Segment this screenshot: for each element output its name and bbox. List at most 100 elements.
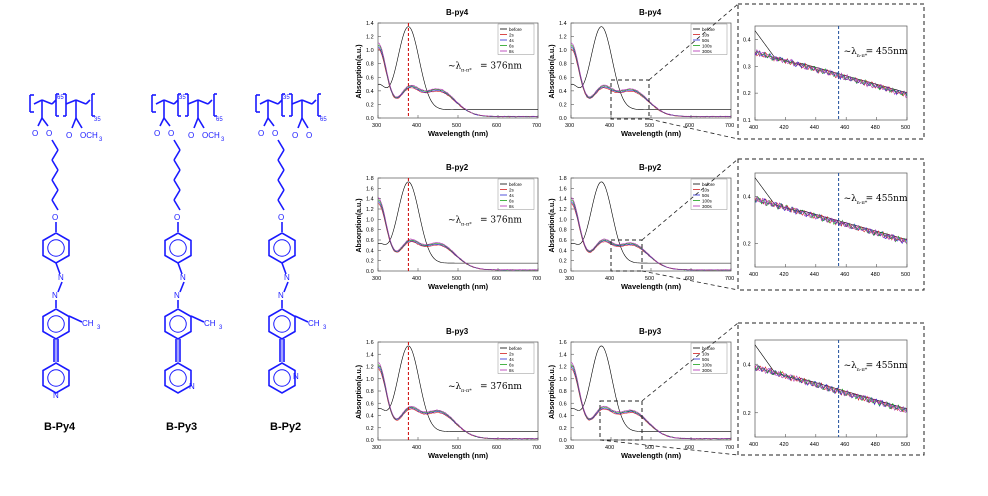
y-tick-label: 0.6 [366,238,374,244]
bond [268,100,278,104]
chart-1: 300 400 500 600 7000.00.20.40.60.81.01.21.4B… [356,8,541,138]
bond [58,282,62,292]
bond [278,190,284,200]
x-tick-label: 400 [749,272,758,278]
legend-label-6s: 6s [509,198,515,203]
benzene-ring [269,233,295,263]
annotation-lambda: ~λ [844,194,858,204]
bond [164,118,170,126]
bond [174,200,180,210]
x-tick-label: 400 [605,276,614,282]
y-tick-label: 1.0 [366,217,374,223]
y-tick-label: 0.1 [743,118,751,124]
methyl-ester-label: OCH [202,131,220,140]
x-tick-label: 400 [749,442,758,448]
bond [69,316,82,322]
y-tick-label: 0.0 [366,269,374,275]
bond [164,100,174,104]
structure-b-py4: 6535O O O OCH 3ONNCH 3NB-Py4 [30,94,103,433]
backbone-sub-left: 35 [283,95,290,101]
x-tick-label: 600 [492,445,501,451]
annotation-lambda: ~λ [844,47,858,57]
legend-label-100s: 100s [702,43,713,48]
bond [52,170,58,180]
y-tick-label: 0.0 [366,438,374,444]
x-tick-label: 460 [840,125,849,131]
x-tick-label: 500 [901,442,910,448]
ring-aromatic [170,316,187,333]
bond [42,100,52,104]
bond [302,100,312,104]
bond [298,118,302,128]
ring-aromatic [274,370,291,387]
annotation-lambda: ~λ [448,382,462,392]
x-tick-label: 700 [532,123,541,129]
y-tick-label: 0.2 [366,426,374,432]
structure-name-b-py2: B-Py2 [270,421,301,433]
legend-label-6s: 6s [509,43,515,48]
methyl-ester-label: OCH [80,131,98,140]
legend-label-10s: 10s [702,32,710,37]
oxygen-label: O [292,131,298,140]
y-tick-label: 0.6 [559,75,567,81]
y-tick-label: 1.0 [559,217,567,223]
benzene-ring [43,233,69,263]
x-tick-label: 700 [725,445,734,451]
y-tick-label: 1.0 [559,377,567,383]
y-tick-label: 0.3 [743,64,751,70]
azo-n1: N [284,273,290,282]
ring-aromatic [48,370,65,387]
structure-b-py2: 3565O O O OONNCH 3NB-Py2 [256,94,327,433]
backbone-sub-left: 65 [57,95,64,101]
benzene-ring [43,363,69,393]
legend-label-300s: 300s [702,204,713,209]
y-tick-label: 1.2 [559,365,567,371]
azo-n2: N [278,291,284,300]
bond [198,100,208,104]
y-tick-label: 1.6 [559,186,567,192]
benzene-ring [165,309,191,339]
backbone-sub-right: 65 [216,117,223,123]
y-tick-label: 1.4 [366,197,374,203]
ether-oxygen-label: O [174,213,180,222]
y-tick-label: 1.4 [559,352,567,358]
x-tick-label: 300 [565,123,574,129]
chart-7: 300 400 500 600 700 0.0 0.2 0.4 0.6 0.8 1.0 1.2 1.4 1… [356,327,541,460]
x-tick-label: 420 [779,272,788,278]
y-tick-label: 1.4 [366,21,374,27]
bond [191,316,204,322]
y-tick-label: 0.2 [559,259,567,265]
oxygen-label: O [272,129,278,138]
annotation-value: = 455nm [866,47,908,57]
legend-label-300s: 300s [702,368,713,373]
y-tick-label: 1.0 [366,377,374,383]
ring-aromatic [274,316,291,333]
x-tick-label: 300 [565,276,574,282]
y-tick-label: 0.4 [366,248,374,254]
x-tick-label: 500 [901,125,910,131]
benzene-ring [165,233,191,263]
y-tick-label: 0.8 [559,389,567,395]
bond [76,118,82,128]
y-tick-label: 0.8 [366,389,374,395]
x-tick-label: 400 [749,125,758,131]
x-tick-label: 700 [725,276,734,282]
legend-label-8s: 8s [509,368,515,373]
y-tick-label: 0.8 [366,228,374,234]
bond [180,282,184,292]
pyridine-n: N [189,382,195,391]
y-tick-label: 0.4 [743,195,751,201]
plot-area [755,173,907,267]
y-tick-label: 1.2 [559,35,567,41]
methyl-sub: 3 [219,325,223,331]
annotation-lambda: ~λ [448,62,462,72]
y-axis-label: Absorption(a.u.) [549,365,556,419]
y-tick-label: 0.4 [743,37,751,43]
x-tick-label: 600 [492,276,501,282]
y-tick-label: 0.0 [559,116,567,122]
x-tick-label: 420 [779,442,788,448]
legend-label-8s: 8s [509,204,515,209]
ring-aromatic [274,240,291,257]
bond [52,150,58,160]
benzene-ring [269,309,295,339]
